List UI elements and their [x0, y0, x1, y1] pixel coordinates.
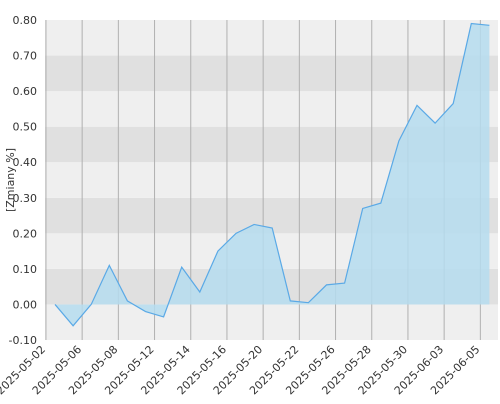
y-tick-label: 0.00: [13, 298, 38, 311]
area: [55, 23, 490, 326]
line: [54, 22, 490, 327]
y-tick-label: 0.80: [13, 14, 38, 27]
band: [45, 20, 498, 56]
y-tick-label: 0.40: [13, 156, 38, 169]
y-tick-label: 0.20: [13, 227, 38, 240]
y-tick-label: -0.10: [9, 334, 37, 347]
y-axis-label: [Zmiany %]: [4, 148, 17, 212]
y-tick-label: 0.30: [13, 192, 38, 205]
y-tick-label: 0.50: [13, 121, 38, 134]
y-tick-label: 0.70: [13, 50, 38, 63]
y-tick-label: 0.10: [13, 263, 38, 276]
band: [45, 304, 498, 340]
band: [45, 55, 498, 92]
y-tick-label: 0.60: [13, 85, 38, 98]
